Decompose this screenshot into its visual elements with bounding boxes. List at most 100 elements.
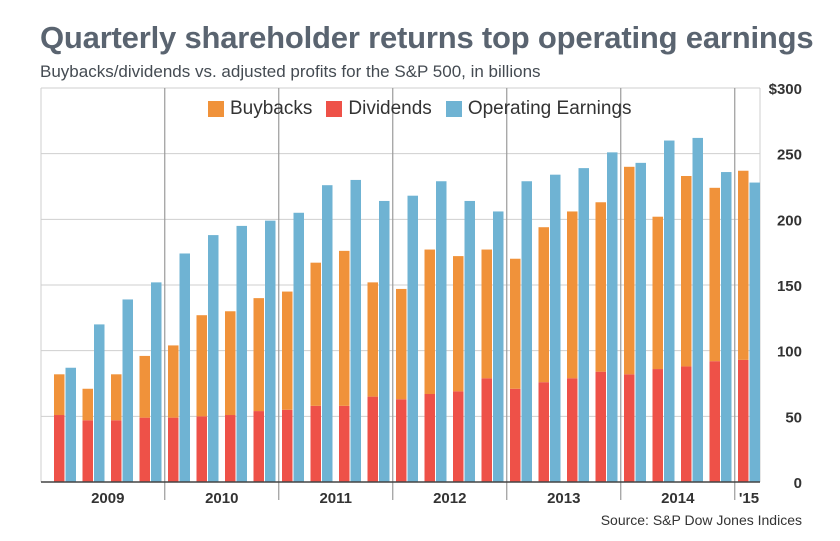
bar-buybacks	[339, 250, 350, 406]
bar-dividends	[196, 416, 207, 482]
x-year-label: 2009	[91, 490, 124, 507]
legend: Buybacks Dividends Operating Earnings	[208, 98, 646, 120]
bars	[54, 137, 760, 483]
bar-operating-earnings	[179, 253, 190, 482]
bar-buybacks	[196, 315, 207, 417]
bar-operating-earnings	[464, 200, 475, 483]
x-year-label: 2010	[205, 490, 238, 507]
bar-dividends	[168, 417, 179, 482]
bar-dividends	[253, 411, 264, 482]
y-tick-label: 250	[777, 147, 802, 164]
bar-operating-earnings	[122, 299, 133, 482]
bar-dividends	[54, 415, 65, 482]
legend-label-dividends: Dividends	[348, 98, 432, 119]
bar-buybacks	[225, 311, 236, 416]
bar-buybacks	[396, 288, 407, 400]
bar-dividends	[424, 394, 435, 482]
chart-subtitle: Buybacks/dividends vs. adjusted profits …	[40, 62, 541, 81]
bar-buybacks	[82, 388, 93, 421]
legend-swatch-buybacks	[208, 101, 224, 117]
legend-item-operating-earnings: Operating Earnings	[445, 98, 632, 120]
bar-operating-earnings	[664, 140, 675, 483]
bar-buybacks	[253, 298, 264, 412]
bar-operating-earnings	[407, 195, 418, 482]
bar-operating-earnings	[692, 137, 703, 482]
bar-operating-earnings	[265, 220, 276, 482]
bar-buybacks	[168, 345, 179, 418]
bar-operating-earnings	[607, 152, 618, 482]
bar-dividends	[339, 405, 350, 482]
bar-dividends	[139, 417, 150, 482]
bar-dividends	[111, 420, 122, 482]
x-year-label: 2014	[661, 490, 695, 507]
bar-buybacks	[453, 256, 464, 392]
bar-buybacks	[111, 374, 122, 421]
bar-dividends	[624, 374, 635, 482]
bar-buybacks	[681, 175, 692, 367]
bar-dividends	[709, 361, 720, 482]
bar-buybacks	[424, 249, 435, 395]
x-year-label: 2013	[547, 490, 580, 507]
bar-operating-earnings	[578, 168, 589, 482]
bar-dividends	[367, 396, 378, 482]
bar-dividends	[225, 415, 236, 482]
bar-buybacks	[624, 166, 635, 375]
bar-buybacks	[738, 170, 749, 360]
bar-dividends	[738, 359, 749, 482]
bar-buybacks	[54, 374, 65, 416]
bar-dividends	[510, 388, 521, 482]
bar-buybacks	[709, 187, 720, 362]
bar-operating-earnings	[493, 211, 504, 482]
bar-buybacks	[595, 202, 606, 372]
legend-item-buybacks: Buybacks	[208, 98, 312, 120]
bar-dividends	[481, 378, 492, 482]
bar-dividends	[310, 405, 321, 482]
bar-dividends	[453, 391, 464, 482]
bar-dividends	[595, 371, 606, 482]
chart-title: Quarterly shareholder returns top operat…	[40, 20, 814, 55]
y-tick-label: 150	[777, 278, 802, 295]
legend-label-buybacks: Buybacks	[230, 98, 313, 119]
bar-dividends	[82, 420, 93, 482]
legend-swatch-dividends	[326, 101, 343, 117]
bar-operating-earnings	[293, 212, 304, 482]
bar-buybacks	[310, 262, 321, 406]
bar-dividends	[567, 378, 578, 482]
x-year-label: 2012	[433, 490, 466, 507]
bar-operating-earnings	[65, 367, 76, 482]
y-tick-label: $300	[769, 81, 802, 98]
bar-operating-earnings	[350, 179, 361, 482]
bar-buybacks	[510, 258, 521, 389]
bar-buybacks	[567, 211, 578, 379]
legend-swatch-operating-earnings	[445, 101, 462, 117]
bar-dividends	[538, 382, 549, 482]
bar-operating-earnings	[550, 174, 561, 482]
bar-operating-earnings	[749, 182, 760, 482]
bar-operating-earnings	[379, 200, 390, 483]
y-tick-label: 100	[777, 344, 802, 361]
bar-operating-earnings	[322, 185, 333, 483]
bar-buybacks	[538, 227, 549, 383]
legend-label-operating-earnings: Operating Earnings	[467, 98, 632, 119]
axes: 0 50 100 150 200 250 $300 2009 2010 2011 2012 2013 2…	[41, 81, 802, 507]
bar-operating-earnings	[208, 235, 219, 482]
bar-dividends	[396, 399, 407, 482]
y-tick-label: 50	[785, 409, 802, 426]
y-tick-label: 0	[794, 475, 802, 492]
bar-operating-earnings	[721, 172, 732, 482]
bar-operating-earnings	[151, 282, 162, 482]
bar-dividends	[282, 409, 293, 482]
bar-buybacks	[652, 216, 663, 370]
bar-operating-earnings	[236, 225, 247, 482]
x-year-label: '15	[739, 490, 759, 507]
bar-buybacks	[282, 291, 293, 410]
bar-dividends	[652, 369, 663, 482]
bar-operating-earnings	[635, 162, 646, 483]
bar-buybacks	[367, 282, 378, 397]
bar-operating-earnings	[436, 181, 447, 482]
bar-operating-earnings	[521, 181, 532, 482]
y-tick-label: 200	[777, 212, 802, 229]
x-year-label: 2011	[319, 490, 352, 507]
bar-operating-earnings	[94, 324, 105, 482]
bar-buybacks	[481, 249, 492, 379]
